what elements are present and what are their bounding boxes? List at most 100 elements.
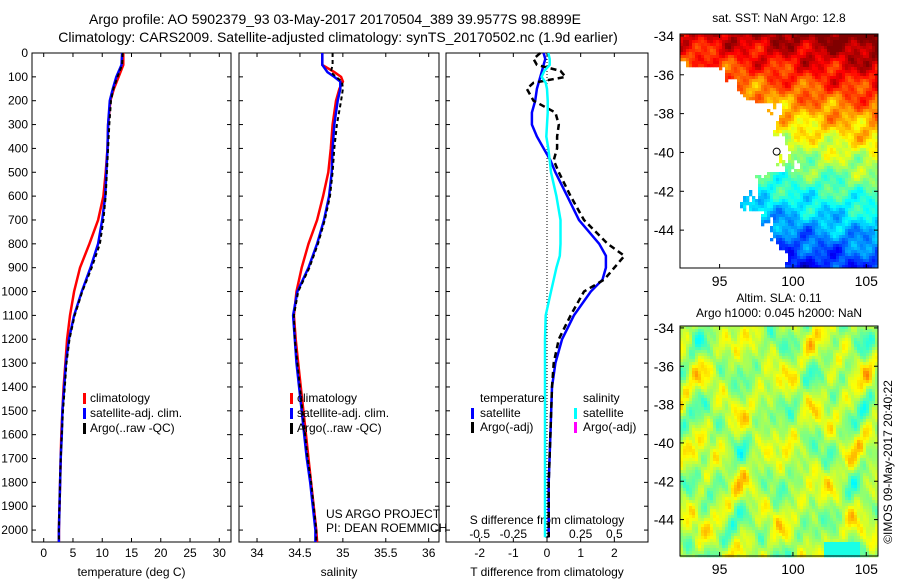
heatmap-cell <box>818 256 822 260</box>
heatmap-cell <box>803 163 807 167</box>
heatmap-cell <box>791 362 795 366</box>
heatmap-cell <box>851 362 855 366</box>
heatmap-cell <box>791 193 795 197</box>
heatmap-cell <box>692 350 696 354</box>
heatmap-cell <box>758 88 762 92</box>
heatmap-cell <box>863 211 867 215</box>
heatmap-cell <box>806 202 810 206</box>
heatmap-cell <box>761 64 765 68</box>
heatmap-cell <box>842 85 846 89</box>
legend-label: Argo(..raw -QC) <box>297 421 382 435</box>
heatmap-cell <box>803 46 807 50</box>
heatmap-cell <box>752 365 756 369</box>
heatmap-cell <box>695 40 699 44</box>
heatmap-cell <box>809 40 813 44</box>
heatmap-cell <box>821 362 825 366</box>
heatmap-cell <box>812 88 816 92</box>
heatmap-cell <box>755 70 759 74</box>
heatmap-cell <box>803 82 807 86</box>
heatmap-cell <box>818 208 822 212</box>
heatmap-cell <box>818 232 822 236</box>
heatmap-cell <box>731 52 735 56</box>
heatmap-cell <box>800 118 804 122</box>
heatmap-cell <box>785 350 789 354</box>
heatmap-cell <box>803 103 807 107</box>
heatmap-cell <box>689 377 693 381</box>
heatmap-cell <box>704 64 708 68</box>
heatmap-cell <box>701 332 705 336</box>
heatmap-cell <box>833 220 837 224</box>
heatmap-cell <box>857 329 861 333</box>
heatmap-cell <box>824 52 828 56</box>
heatmap-cell <box>815 238 819 242</box>
heatmap-cell <box>734 362 738 366</box>
heatmap-cell <box>701 58 705 62</box>
heatmap-cell <box>788 199 792 203</box>
heatmap-cell <box>704 40 708 44</box>
heatmap-cell <box>842 217 846 221</box>
x-tick-label: 2 <box>611 546 618 560</box>
heatmap-cell <box>767 350 771 354</box>
heatmap-cell <box>851 338 855 342</box>
heatmap-cell <box>692 43 696 47</box>
heatmap-cell <box>695 52 699 56</box>
heatmap-cell <box>716 329 720 333</box>
heatmap-cell <box>725 341 729 345</box>
heatmap-cell <box>827 371 831 375</box>
heatmap-cell <box>734 386 738 390</box>
heatmap-cell <box>791 244 795 248</box>
heatmap-cell <box>857 124 861 128</box>
heatmap-cell <box>740 91 744 95</box>
heatmap-cell <box>707 326 711 330</box>
heatmap-cell <box>860 85 864 89</box>
heatmap-cell <box>761 362 765 366</box>
heatmap-cell <box>821 172 825 176</box>
heatmap-cell <box>824 187 828 191</box>
heatmap-cell <box>848 377 852 381</box>
heatmap-cell <box>839 97 843 101</box>
heatmap-cell <box>851 46 855 50</box>
heatmap-cell <box>872 181 876 185</box>
heatmap-cell <box>854 139 858 143</box>
heatmap-cell <box>839 389 843 393</box>
heatmap-cell <box>806 371 810 375</box>
heatmap-cell <box>863 226 867 230</box>
heatmap-cell <box>827 52 831 56</box>
heatmap-cell <box>809 202 813 206</box>
heatmap-cell <box>713 52 717 56</box>
heatmap-cell <box>821 58 825 62</box>
heatmap-cell <box>710 344 714 348</box>
heatmap-cell <box>827 76 831 80</box>
heatmap-cell <box>851 106 855 110</box>
heatmap-cell <box>725 332 729 336</box>
heatmap-cell <box>683 332 687 336</box>
heatmap-cell <box>845 64 849 68</box>
heatmap-cell <box>758 383 762 387</box>
heatmap-cell <box>788 163 792 167</box>
heatmap-cell <box>788 211 792 215</box>
heatmap-cell <box>866 250 870 254</box>
heatmap-cell <box>836 43 840 47</box>
heatmap-cell <box>872 202 876 206</box>
heatmap-cell <box>773 208 777 212</box>
heatmap-cell <box>866 350 870 354</box>
heatmap-cell <box>815 223 819 227</box>
heatmap-cell <box>695 359 699 363</box>
heatmap-cell <box>698 350 702 354</box>
heatmap-cell <box>869 52 873 56</box>
heatmap-cell <box>827 100 831 104</box>
heatmap-cell <box>845 46 849 50</box>
heatmap-cell <box>833 160 837 164</box>
heatmap-cell <box>770 70 774 74</box>
heatmap-cell <box>740 377 744 381</box>
heatmap-cell <box>830 43 834 47</box>
heatmap-cell <box>839 347 843 351</box>
heatmap-cell <box>689 43 693 47</box>
heatmap-cell <box>872 184 876 188</box>
heatmap-cell <box>794 326 798 330</box>
heatmap-cell <box>791 109 795 113</box>
heatmap-cell <box>827 172 831 176</box>
heatmap-cell <box>815 235 819 239</box>
heatmap-cell <box>806 335 810 339</box>
heatmap-cell <box>863 199 867 203</box>
